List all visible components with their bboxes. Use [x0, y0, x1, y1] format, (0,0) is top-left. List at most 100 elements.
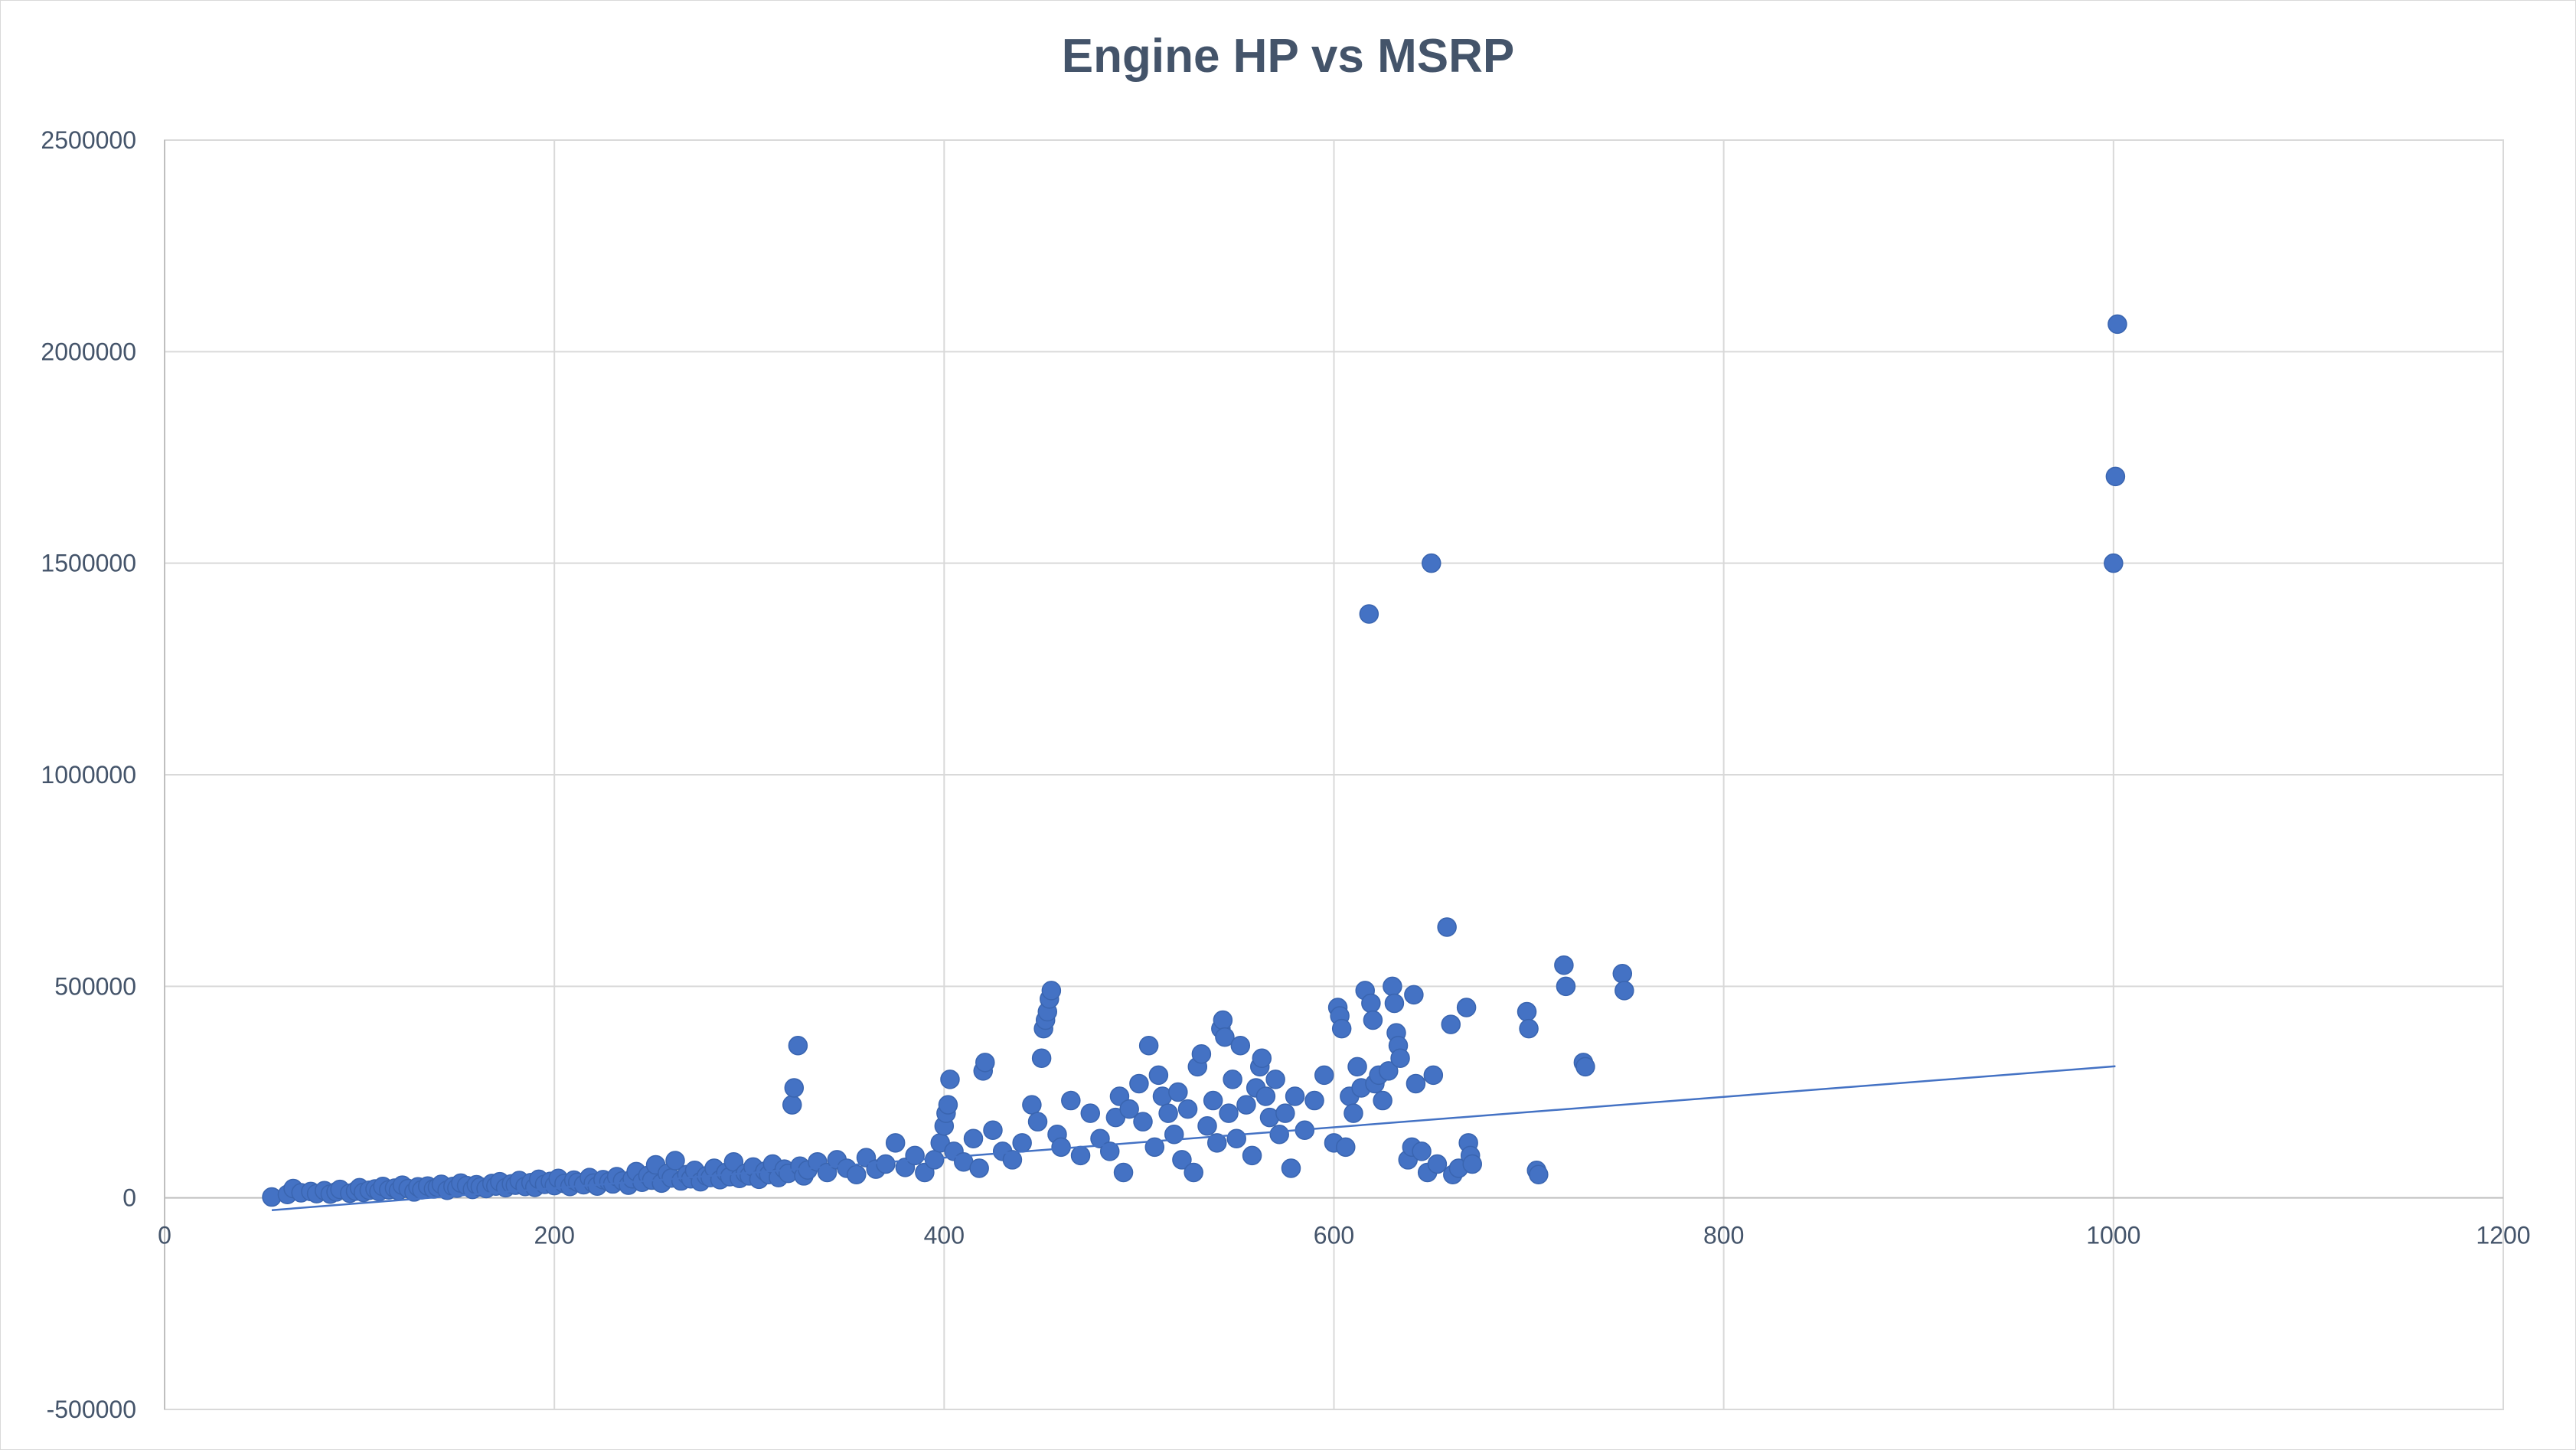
data-point — [876, 1154, 896, 1174]
data-point — [1177, 1099, 1198, 1119]
data-point — [1191, 1044, 1212, 1064]
data-point — [1383, 976, 1402, 997]
data-point — [1099, 1141, 1120, 1161]
data-point — [1412, 1141, 1432, 1161]
data-point — [1148, 1065, 1169, 1086]
data-point — [1336, 1137, 1356, 1158]
data-point — [1080, 1103, 1101, 1123]
data-point — [975, 1053, 995, 1073]
axes — [164, 140, 2503, 1409]
data-point — [1070, 1145, 1091, 1166]
data-point — [1223, 1070, 1242, 1089]
data-point — [940, 1070, 960, 1089]
gridlines — [164, 139, 2504, 1410]
data-point — [1441, 1014, 1461, 1034]
data-point — [1242, 1145, 1262, 1166]
data-point — [983, 1120, 1003, 1140]
data-point — [1207, 1133, 1227, 1153]
data-points — [262, 314, 2127, 1207]
data-point — [1304, 1090, 1324, 1111]
y-tick-label: 0 — [122, 1184, 136, 1212]
data-point — [1384, 993, 1405, 1014]
data-point — [1519, 1018, 1539, 1039]
y-tick-label: 1500000 — [41, 550, 136, 577]
data-point — [1331, 1018, 1352, 1039]
x-tick-label: 1000 — [2086, 1222, 2140, 1249]
data-point — [1203, 1090, 1223, 1111]
x-tick-label: 600 — [1314, 1222, 1354, 1249]
data-point — [1012, 1133, 1032, 1153]
data-point — [1575, 1056, 1595, 1077]
data-point — [665, 1151, 685, 1171]
data-point — [1314, 1065, 1334, 1086]
data-point — [1138, 1035, 1159, 1056]
data-point — [1269, 1125, 1289, 1145]
data-point — [969, 1158, 989, 1178]
data-point — [1113, 1162, 1134, 1183]
data-point — [2104, 553, 2124, 573]
data-point — [1184, 1162, 1203, 1183]
data-point — [1554, 955, 1574, 975]
data-point — [1197, 1115, 1217, 1136]
y-tick-label: 500000 — [54, 972, 136, 1000]
tick-labels: -500000 0 500000 1000000 1500000 2000000 25000… — [41, 126, 2530, 1423]
data-point — [1236, 1095, 1256, 1115]
data-point — [1612, 964, 1633, 984]
data-point — [963, 1128, 984, 1149]
x-tick-label: 800 — [1703, 1222, 1744, 1249]
data-point — [2107, 314, 2127, 335]
data-point — [1158, 1103, 1178, 1123]
data-point — [1556, 976, 1576, 997]
data-point — [788, 1035, 808, 1056]
data-point — [1022, 1095, 1042, 1115]
data-point — [1406, 1073, 1426, 1094]
data-point — [1517, 1001, 1537, 1022]
data-point — [1255, 1086, 1276, 1106]
data-point — [1423, 1065, 1444, 1086]
data-point — [1119, 1099, 1139, 1119]
data-point — [1002, 1150, 1023, 1170]
data-point — [1168, 1082, 1188, 1102]
x-tick-label: 400 — [924, 1222, 965, 1249]
data-point — [847, 1164, 867, 1185]
data-point — [1265, 1070, 1285, 1089]
data-point — [1529, 1164, 1549, 1185]
data-point — [1427, 1154, 1448, 1174]
data-point — [1373, 1090, 1392, 1111]
data-point — [1041, 981, 1062, 1001]
data-point — [1027, 1112, 1048, 1132]
y-tick-label: 2000000 — [41, 338, 136, 365]
x-tick-label: 1200 — [2476, 1222, 2530, 1249]
data-point — [1614, 981, 1634, 1001]
data-point — [2105, 466, 2126, 487]
data-point — [1422, 553, 1441, 573]
data-point — [1404, 985, 1424, 1005]
data-point — [1172, 1150, 1192, 1170]
data-point — [1275, 1103, 1295, 1123]
trendline — [271, 1065, 2116, 1211]
data-point — [1344, 1103, 1363, 1123]
data-point — [1361, 993, 1381, 1014]
y-tick-label: 1000000 — [41, 761, 136, 789]
data-point — [1379, 1061, 1399, 1081]
data-point — [782, 1095, 802, 1115]
data-point — [1359, 604, 1379, 624]
data-point — [1285, 1086, 1305, 1106]
data-point — [1363, 1010, 1383, 1030]
x-tick-label: 0 — [158, 1222, 171, 1249]
data-point — [1230, 1035, 1251, 1056]
data-point — [1215, 1027, 1235, 1047]
data-point — [1061, 1090, 1081, 1111]
y-tick-label: -500000 — [47, 1396, 136, 1423]
data-point — [1347, 1056, 1367, 1077]
y-tick-label: 2500000 — [41, 126, 136, 154]
data-point — [1219, 1103, 1239, 1123]
data-point — [784, 1078, 805, 1098]
data-point — [938, 1095, 958, 1115]
data-point — [1281, 1158, 1301, 1178]
data-point — [1031, 1048, 1052, 1069]
trendline-layer — [271, 1065, 2116, 1211]
x-tick-label: 200 — [534, 1222, 574, 1249]
